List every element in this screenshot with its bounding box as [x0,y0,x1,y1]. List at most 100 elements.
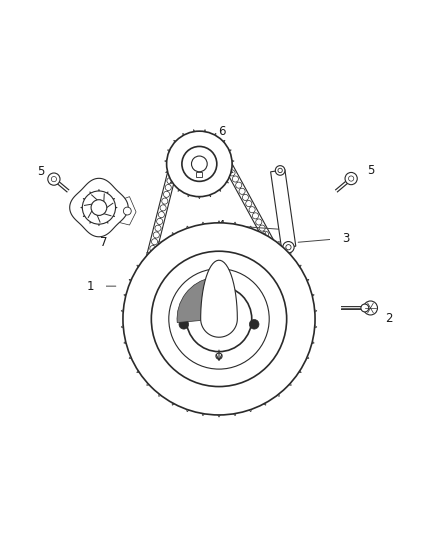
Text: 7: 7 [99,236,107,249]
Circle shape [229,170,235,176]
Circle shape [279,255,285,262]
Polygon shape [226,168,233,173]
Polygon shape [215,410,223,417]
Circle shape [162,198,168,204]
Circle shape [203,187,208,192]
Polygon shape [219,140,225,147]
Polygon shape [121,322,129,330]
Text: 6: 6 [218,125,226,138]
Circle shape [185,184,190,190]
Circle shape [216,353,222,359]
Circle shape [299,298,305,305]
Polygon shape [83,198,88,203]
Circle shape [217,229,223,235]
Polygon shape [215,184,221,191]
Circle shape [134,306,141,312]
Circle shape [266,237,272,244]
Circle shape [226,164,232,170]
Polygon shape [309,322,317,330]
Circle shape [361,304,369,312]
Polygon shape [215,221,223,228]
Circle shape [257,239,263,245]
Polygon shape [159,388,166,397]
Circle shape [155,225,161,231]
Polygon shape [222,177,229,183]
Circle shape [283,268,289,274]
Circle shape [256,219,262,225]
Circle shape [303,305,309,311]
Polygon shape [97,189,101,195]
Circle shape [214,181,219,186]
Circle shape [345,173,357,184]
Polygon shape [112,206,117,209]
Circle shape [123,223,315,415]
Circle shape [286,245,291,250]
Circle shape [276,256,282,262]
Circle shape [91,200,107,215]
Circle shape [150,246,156,252]
Circle shape [242,195,248,200]
Polygon shape [230,222,238,230]
Circle shape [175,176,180,182]
Polygon shape [170,177,177,183]
Polygon shape [244,226,252,235]
Circle shape [177,238,183,244]
Polygon shape [188,190,193,197]
Circle shape [186,286,252,352]
Polygon shape [200,408,208,416]
Polygon shape [109,198,115,203]
Wedge shape [177,278,219,322]
Circle shape [296,293,302,298]
Circle shape [153,232,159,238]
Circle shape [148,252,154,259]
Polygon shape [293,365,301,373]
Polygon shape [129,279,138,286]
Circle shape [179,319,189,329]
Circle shape [300,291,306,297]
Circle shape [131,320,137,326]
Circle shape [289,280,295,286]
Circle shape [129,327,135,333]
Polygon shape [283,252,291,261]
Circle shape [279,262,285,268]
Polygon shape [124,293,132,301]
Polygon shape [197,192,202,199]
Circle shape [166,131,232,197]
Circle shape [138,276,144,282]
Circle shape [288,266,294,272]
Circle shape [209,184,214,190]
Circle shape [283,241,294,253]
Text: 3: 3 [342,232,349,245]
Circle shape [51,176,57,182]
Circle shape [249,207,255,213]
Circle shape [259,225,265,231]
Polygon shape [173,140,180,147]
Polygon shape [109,213,115,217]
Circle shape [197,188,202,193]
Circle shape [249,319,259,329]
Polygon shape [272,388,279,397]
Circle shape [146,259,152,265]
Polygon shape [166,168,173,173]
Circle shape [219,176,223,181]
Polygon shape [137,265,145,273]
Polygon shape [137,365,145,373]
Circle shape [172,171,177,176]
Text: 2: 2 [385,312,393,325]
Circle shape [349,176,354,181]
Polygon shape [227,159,234,164]
Circle shape [203,229,209,236]
Circle shape [163,191,170,197]
Polygon shape [129,352,138,359]
Circle shape [170,164,177,170]
Circle shape [167,177,173,184]
Circle shape [165,184,171,191]
Circle shape [138,293,144,299]
Polygon shape [90,192,94,197]
Circle shape [286,274,292,280]
Circle shape [252,213,258,219]
Circle shape [272,249,279,256]
Polygon shape [293,265,301,273]
Circle shape [232,176,238,182]
Circle shape [145,264,152,271]
